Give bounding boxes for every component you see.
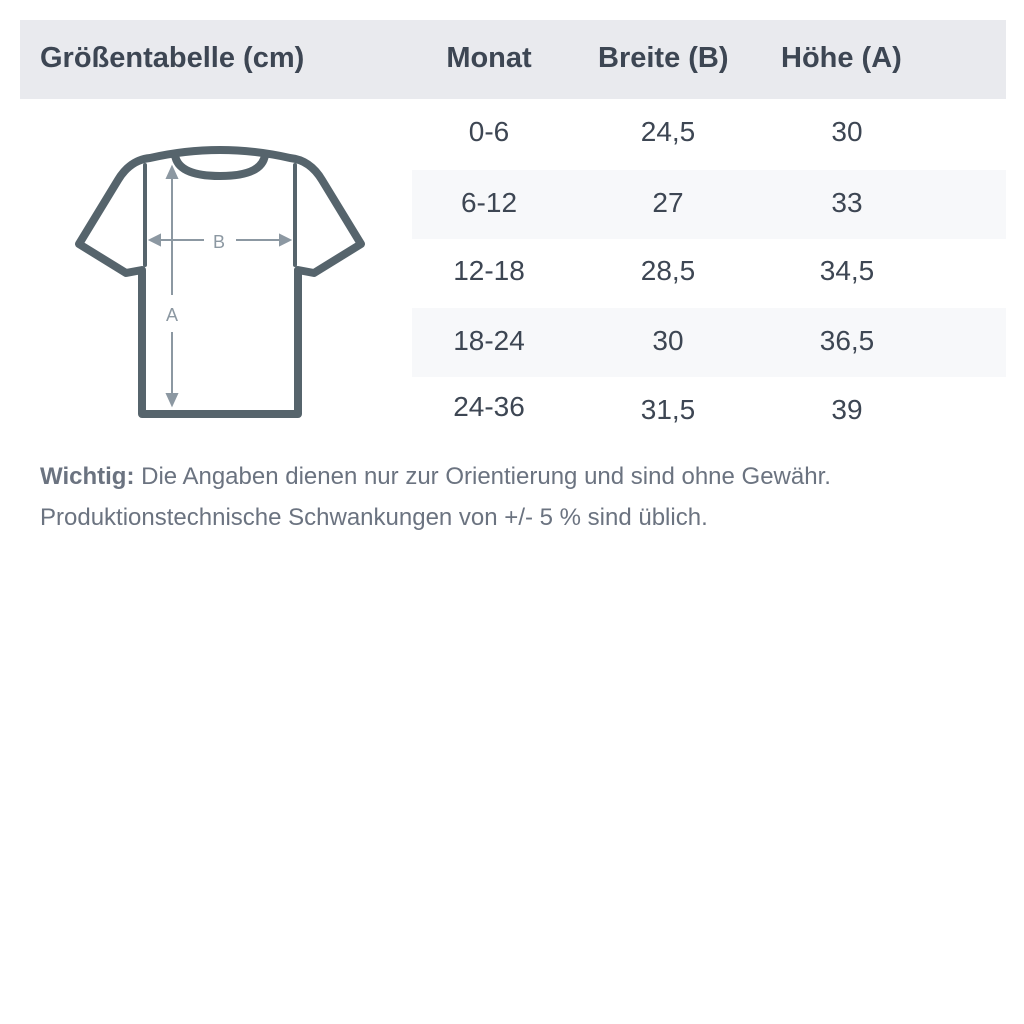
cell-breite: 24,5 <box>640 116 696 147</box>
measure-arrows <box>147 164 293 408</box>
table-row: 18-24 30 36,5 <box>412 308 1006 377</box>
cell-breite: 30 <box>652 325 684 356</box>
label-a: A <box>166 305 178 325</box>
cell-monat: 24-36 <box>453 391 525 422</box>
cell-hoehe: 33 <box>831 187 863 218</box>
cell-hoehe: 34,5 <box>819 255 875 286</box>
cell-hoehe: 36,5 <box>819 325 875 356</box>
cell-breite: 28,5 <box>640 255 696 286</box>
cell-hoehe: 30 <box>831 116 863 147</box>
note-bold: Wichtig: <box>40 463 135 490</box>
column-breite: Breite (B) <box>598 42 729 74</box>
label-b: B <box>213 232 225 252</box>
note-line2: Produktionstechnische Schwankungen von +… <box>40 504 708 531</box>
table-header: Größentabelle (cm) Monat Breite (B) Höhe… <box>20 20 1006 99</box>
cell-breite: 27 <box>652 187 684 218</box>
cell-monat: 18-24 <box>453 325 525 356</box>
column-monat: Monat <box>446 42 532 74</box>
tshirt-icon <box>75 146 365 418</box>
disclaimer-note: Wichtig: Die Angaben dienen nur zur Orie… <box>40 456 1000 538</box>
column-hoehe: Höhe (A) <box>781 42 902 74</box>
cell-monat: 0-6 <box>468 116 510 147</box>
table-row: 24-36 31,5 39 <box>412 377 1006 446</box>
cell-hoehe: 39 <box>831 394 863 425</box>
table-row: 12-18 28,5 34,5 <box>412 238 1006 307</box>
cell-breite: 31,5 <box>640 394 696 425</box>
note-line1: Die Angaben dienen nur zur Orientierung … <box>134 463 831 490</box>
cell-monat: 6-12 <box>460 187 518 218</box>
tshirt-diagram: B A <box>75 146 365 418</box>
table-title: Größentabelle (cm) <box>40 42 305 74</box>
cell-monat: 12-18 <box>453 255 525 286</box>
table-row: 0-6 24,5 30 <box>412 99 1006 168</box>
table-row: 6-12 27 33 <box>412 170 1006 239</box>
